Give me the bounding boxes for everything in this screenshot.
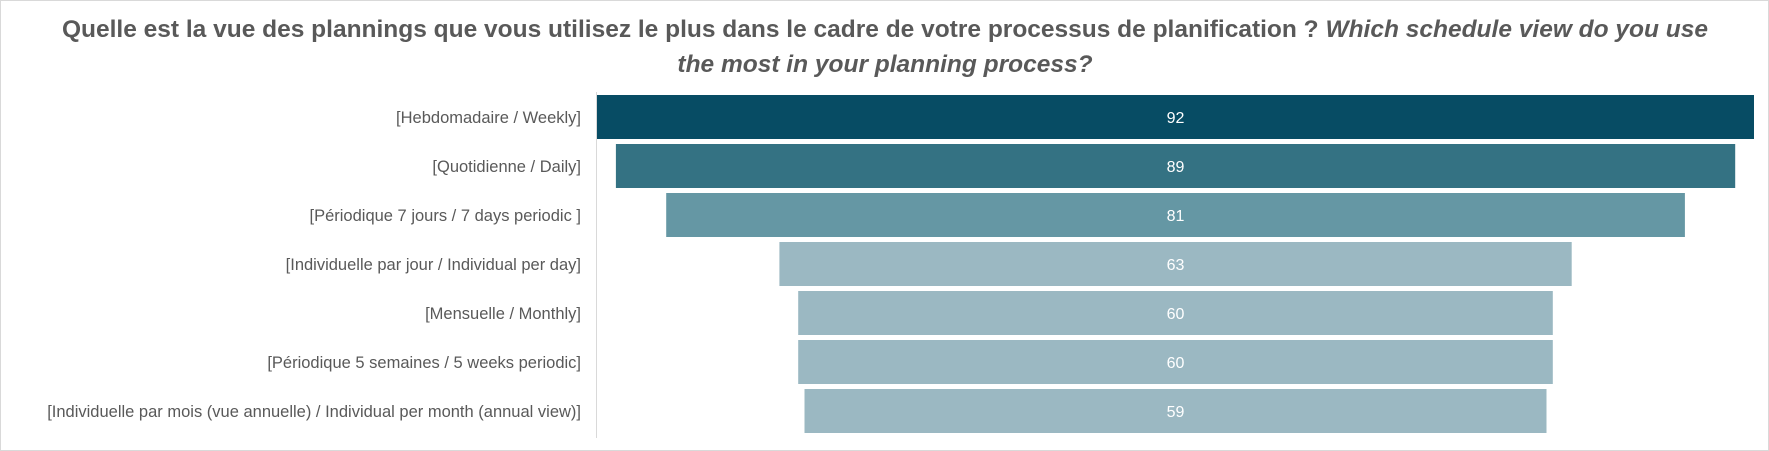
- labels-group: [Hebdomadaire / Weekly] [Quotidienne / Da…: [47, 109, 581, 421]
- chart-title: Quelle est la vue des plannings que vous…: [60, 12, 1710, 82]
- bar-4: [779, 242, 1572, 286]
- category-label-7: [Individuelle par mois (vue annuelle) / …: [47, 403, 581, 421]
- category-label-2: [Quotidienne / Daily]: [432, 158, 581, 176]
- category-label-5: [Mensuelle / Monthly]: [425, 305, 581, 323]
- bar-1: [597, 95, 1754, 139]
- data-label-4: 63: [1167, 257, 1185, 274]
- data-label-5: 60: [1167, 306, 1185, 323]
- bar-2: [615, 144, 1736, 188]
- bars-group: 92 89 81 63 60 60 59: [597, 95, 1754, 433]
- bar-6: [798, 340, 1553, 384]
- data-label-2: 89: [1167, 159, 1185, 176]
- category-label-3: [Périodique 7 jours / 7 days periodic ]: [310, 207, 582, 225]
- chart-title-english: Which schedule view do you use the most …: [677, 16, 1709, 78]
- bar-7: [804, 389, 1547, 433]
- data-label-1: 92: [1167, 110, 1185, 127]
- data-label-6: 60: [1167, 355, 1185, 372]
- data-label-3: 81: [1167, 208, 1185, 225]
- chart-title-main: Quelle est la vue des plannings que vous…: [61, 16, 1319, 43]
- category-label-6: [Périodique 5 semaines / 5 weeks periodi…: [267, 354, 581, 372]
- bar-5: [798, 291, 1553, 335]
- category-label-1: [Hebdomadaire / Weekly]: [396, 109, 581, 127]
- category-label-4: [Individuelle par jour / Individual per …: [286, 256, 581, 274]
- data-label-7: 59: [1167, 404, 1185, 421]
- bar-3: [666, 193, 1685, 237]
